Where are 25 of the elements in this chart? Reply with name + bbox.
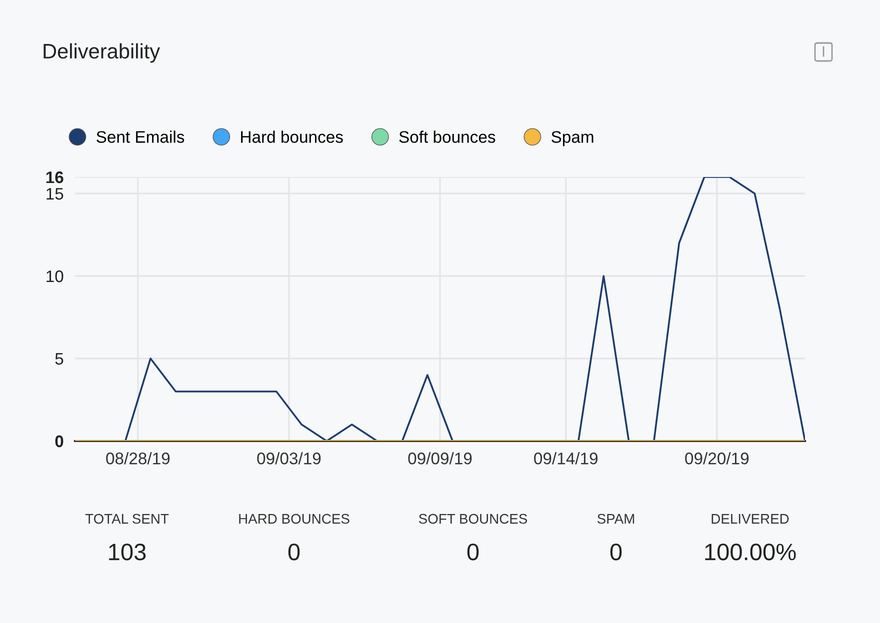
y-tick-label: 5 xyxy=(55,353,64,365)
legend-label: Sent Emails xyxy=(96,130,184,143)
text: TOTAL SENT xyxy=(85,514,169,524)
text: SOFT BOUNCES xyxy=(418,514,528,524)
x-tick-label: 09/03/19 xyxy=(257,452,321,464)
legend-label: Hard bounces xyxy=(241,130,343,143)
text: DELIVERED xyxy=(712,514,789,524)
text: 0 xyxy=(610,544,622,560)
text: SPAM xyxy=(597,514,634,524)
y-tick-label: 15 xyxy=(46,188,64,200)
text: HARD BOUNCES xyxy=(239,514,350,524)
chart-title: Deliverability xyxy=(44,43,160,63)
text: 0 xyxy=(288,544,300,560)
x-tick-label: 08/28/19 xyxy=(106,452,170,464)
x-tick-label: 09/14/19 xyxy=(534,452,598,464)
y-tick-label: 10 xyxy=(46,270,64,282)
y-tick-label: 16 xyxy=(46,171,64,184)
legend-label: Spam xyxy=(552,131,594,146)
y-tick-label: 0 xyxy=(55,435,64,448)
text: 0 xyxy=(467,544,479,560)
x-tick-label: 09/09/19 xyxy=(408,452,472,464)
text: 100.00% xyxy=(705,544,796,560)
legend-label: Soft bounces xyxy=(399,130,496,143)
x-tick-label: 09/20/19 xyxy=(685,452,749,464)
text: 103 xyxy=(109,544,146,560)
